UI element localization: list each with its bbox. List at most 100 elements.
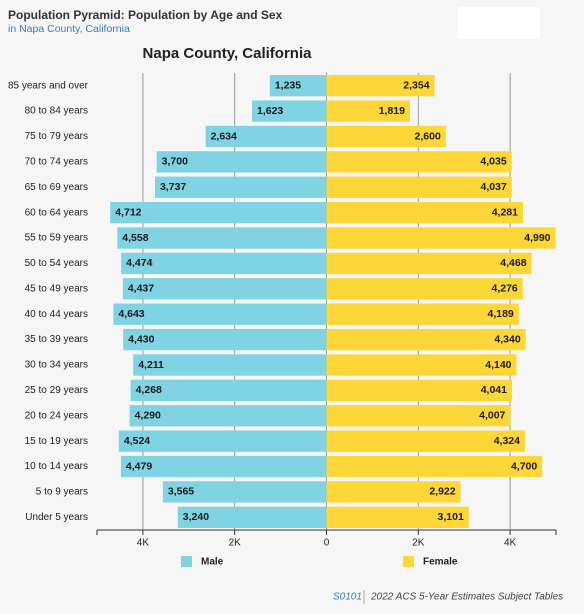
value-label: 4,474	[126, 257, 152, 269]
value-label: 1,819	[379, 105, 405, 117]
bar	[129, 405, 327, 427]
bar	[121, 252, 327, 275]
value-label: 1,623	[257, 105, 283, 117]
bar	[326, 328, 526, 351]
value-label: 4,140	[485, 359, 511, 371]
bar	[326, 227, 556, 249]
value-label: 3,700	[162, 156, 188, 168]
bar	[162, 481, 327, 503]
bar	[326, 430, 525, 452]
value-label: 1,235	[275, 79, 301, 91]
value-label: 4,340	[494, 333, 520, 345]
y-category-label: 45 to 49 years	[25, 283, 88, 294]
y-category-label: 65 to 69 years	[25, 182, 88, 193]
bar	[252, 100, 327, 122]
value-label: 4,712	[115, 206, 141, 218]
value-label: 3,240	[183, 511, 209, 523]
y-category-label: 40 to 44 years	[25, 309, 88, 320]
bar	[154, 176, 327, 198]
y-category-label: 55 to 59 years	[25, 233, 88, 244]
value-label: 4,281	[492, 206, 518, 218]
bar	[113, 303, 327, 325]
y-category-label: 20 to 24 years	[25, 410, 88, 421]
value-label: 4,189	[487, 308, 513, 320]
bar	[120, 455, 327, 478]
bar	[326, 481, 461, 503]
value-label: 4,430	[128, 333, 154, 345]
value-label: 4,324	[494, 435, 520, 447]
value-label: 4,990	[524, 232, 550, 244]
value-label: 3,101	[438, 511, 464, 523]
chart-title: Napa County, California	[143, 45, 313, 62]
bar	[122, 278, 327, 300]
value-label: 4,211	[138, 359, 164, 371]
y-category-label: 25 to 29 years	[25, 385, 88, 396]
bar	[326, 405, 511, 427]
search-box[interactable]	[458, 7, 540, 39]
x-tick-label: 2K	[412, 538, 425, 549]
grid	[142, 73, 511, 530]
bar	[326, 379, 512, 402]
y-category-label: 30 to 34 years	[25, 360, 88, 371]
legend-label: Female	[423, 557, 458, 568]
bar	[326, 506, 469, 528]
bar	[326, 100, 410, 122]
value-label: 4,276	[491, 283, 517, 295]
y-category-label: 10 to 14 years	[25, 461, 88, 472]
x-axis: 4K 2K 0 2K 4K 85 years and over 80 to 84 years…	[8, 80, 557, 549]
y-category-label: 80 to 84 years	[25, 106, 88, 117]
x-tick-label: 4K	[504, 538, 517, 549]
bar	[326, 176, 512, 198]
legend-swatch	[181, 556, 192, 567]
y-category-label: 35 to 39 years	[25, 334, 88, 345]
bar	[326, 201, 523, 224]
y-category-label: 50 to 54 years	[25, 258, 88, 269]
y-category-label: Under 5 years	[25, 512, 88, 523]
bar	[130, 379, 327, 402]
value-label: 4,037	[481, 181, 507, 193]
y-category-label: 70 to 74 years	[25, 157, 88, 168]
value-label: 4,035	[480, 156, 506, 168]
legend: Male Female	[181, 556, 458, 568]
table-id[interactable]: S0101	[333, 592, 362, 603]
bar	[205, 125, 327, 148]
value-label: 4,524	[124, 435, 150, 447]
x-tick-label: 0	[324, 538, 330, 549]
value-label: 4,007	[479, 410, 505, 422]
value-label: 4,437	[128, 283, 154, 295]
x-tick-label: 2K	[229, 538, 242, 549]
bar	[326, 455, 543, 478]
bars: 1,235 1,623 2,634 3,700 3,737 4,712 4,558 4,474…	[110, 75, 556, 528]
value-label: 4,700	[511, 460, 537, 472]
y-category-label: 15 to 19 years	[25, 436, 88, 447]
y-category-label: 5 to 9 years	[36, 487, 88, 498]
bar	[133, 354, 327, 376]
page-title: Population Pyramid: Population by Age an…	[8, 8, 283, 22]
y-category-label: 85 years and over	[8, 80, 89, 91]
bar	[326, 125, 446, 148]
value-label: 4,268	[136, 384, 162, 396]
bar	[177, 506, 327, 528]
bar	[110, 201, 327, 224]
value-label: 3,565	[168, 486, 194, 498]
value-label: 4,468	[500, 257, 526, 269]
source: 2022 ACS 5-Year Estimates Subject Tables	[370, 592, 563, 603]
bar	[117, 227, 327, 249]
value-label: 4,479	[126, 460, 152, 472]
value-label: 3,737	[160, 181, 186, 193]
legend-swatch	[403, 556, 414, 567]
bar	[269, 75, 327, 97]
y-category-label: 60 to 64 years	[25, 207, 88, 218]
value-label: 4,041	[481, 384, 507, 396]
legend-label: Male	[201, 557, 224, 568]
x-tick-label: 4K	[137, 538, 150, 549]
bar	[118, 430, 327, 452]
value-label: 2,354	[403, 79, 429, 91]
page-subtitle: in Napa County, California	[8, 23, 130, 35]
y-category-label: 75 to 79 years	[25, 131, 88, 142]
bar	[326, 278, 523, 300]
bar	[326, 303, 519, 325]
value-label: 2,634	[211, 130, 237, 142]
value-label: 2,600	[415, 130, 441, 142]
